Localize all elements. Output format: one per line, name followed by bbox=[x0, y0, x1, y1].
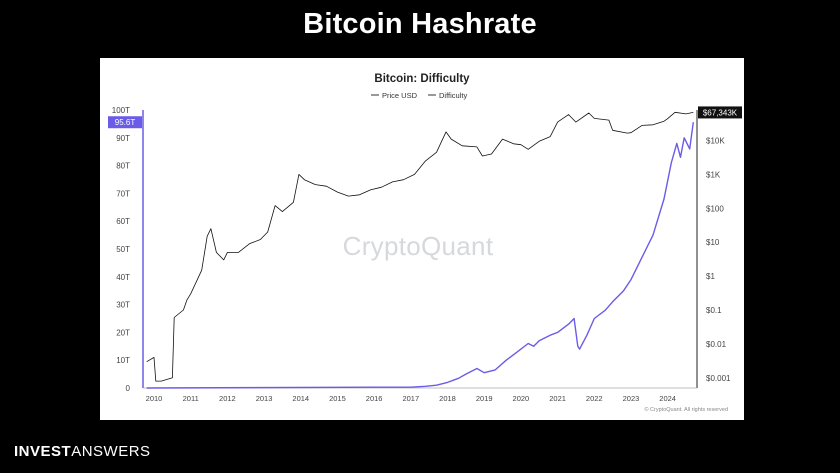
x-tick-label: 2022 bbox=[586, 394, 603, 403]
x-tick-label: 2023 bbox=[623, 394, 640, 403]
chart-title: Bitcoin: Difficulty bbox=[374, 73, 470, 85]
x-tick-label: 2014 bbox=[292, 394, 309, 403]
y-right-axis: $0.001 $0.01 $0.1 $1 $10 $100 $1K $10K bbox=[696, 110, 731, 388]
y-left-tick-label: 50T bbox=[116, 245, 130, 254]
y-left-tick-label: 0 bbox=[126, 384, 131, 393]
y-right-tick-label: $10 bbox=[706, 238, 720, 247]
price-current-label: $67,343K bbox=[703, 108, 738, 117]
y-left-tick-label: 30T bbox=[116, 301, 130, 310]
brand-logo: INVESTANSWERS bbox=[14, 443, 151, 460]
current-value-labels: 95.6T $67,343K bbox=[108, 106, 742, 129]
legend-difficulty-label: Difficulty bbox=[439, 91, 467, 100]
y-left-tick-label: 10T bbox=[116, 356, 130, 365]
slide-title: Bitcoin Hashrate bbox=[303, 8, 537, 40]
y-right-tick-label: $1 bbox=[706, 272, 715, 281]
brand-light-text: ANSWERS bbox=[71, 443, 151, 460]
x-tick-label: 2018 bbox=[439, 394, 456, 403]
y-left-tick-label: 40T bbox=[116, 273, 130, 282]
y-left-tick-label: 70T bbox=[116, 189, 130, 198]
chart-copyright: © CryptoQuant. All rights reserved bbox=[644, 406, 728, 413]
x-tick-label: 2013 bbox=[256, 394, 273, 403]
y-left-tick-label: 80T bbox=[116, 162, 130, 171]
difficulty-current-badge bbox=[108, 116, 142, 129]
difficulty-series-line bbox=[146, 122, 694, 389]
y-left-tick-label: 60T bbox=[116, 217, 130, 226]
y-right-tick-label: $0.1 bbox=[706, 306, 722, 315]
difficulty-current-label: 95.6T bbox=[115, 118, 136, 127]
x-tick-label: 2015 bbox=[329, 394, 346, 403]
difficulty-chart: Bitcoin: Difficulty Price USD Difficulty… bbox=[108, 73, 742, 413]
y-left-tick-label: 100T bbox=[112, 106, 130, 115]
x-tick-label: 2016 bbox=[366, 394, 383, 403]
y-right-tick-label: $100 bbox=[706, 204, 724, 213]
x-tick-label: 2017 bbox=[402, 394, 419, 403]
chart-legend: Price USD Difficulty bbox=[371, 91, 467, 100]
x-tick-label: 2020 bbox=[513, 394, 530, 403]
x-axis: 2010 2011 2012 2013 2014 2015 2016 2017 2018 2019… bbox=[143, 387, 697, 403]
y-left-tick-label: 90T bbox=[116, 134, 130, 143]
y-right-tick-label: $0.001 bbox=[706, 374, 731, 383]
y-right-tick-label: $10K bbox=[706, 137, 725, 146]
price-series-line bbox=[146, 111, 694, 382]
brand-bold-text: INVEST bbox=[14, 443, 72, 460]
x-tick-label: 2024 bbox=[659, 394, 676, 403]
price-current-badge bbox=[698, 106, 742, 119]
y-right-tick-label: $1K bbox=[706, 170, 721, 179]
y-left-axis: 0 10T 20T 30T 40T 50T 60T 70T 80T 90T 100T bbox=[112, 106, 144, 393]
legend-price-label: Price USD bbox=[382, 91, 418, 100]
x-tick-label: 2012 bbox=[219, 394, 236, 403]
chart-watermark: CryptoQuant bbox=[343, 231, 494, 261]
x-tick-label: 2019 bbox=[476, 394, 493, 403]
x-tick-label: 2011 bbox=[183, 394, 199, 403]
x-tick-label: 2021 bbox=[549, 394, 566, 403]
x-tick-label: 2010 bbox=[146, 394, 163, 403]
series-layer bbox=[146, 111, 694, 389]
chart-panel: Bitcoin: Difficulty Price USD Difficulty… bbox=[100, 58, 744, 420]
y-right-tick-label: $0.01 bbox=[706, 340, 727, 349]
y-left-tick-label: 20T bbox=[116, 328, 130, 337]
